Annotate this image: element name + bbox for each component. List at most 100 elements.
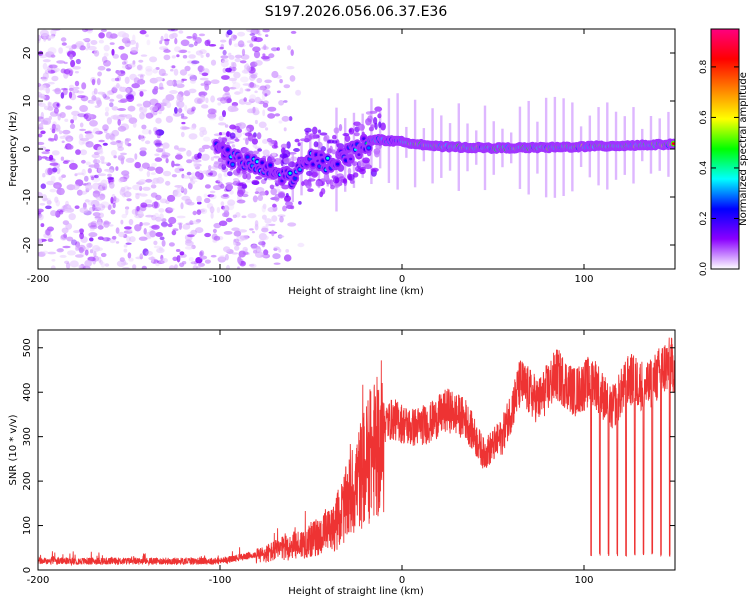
- noise-speckle: [289, 75, 296, 82]
- noise-speckle: [48, 64, 58, 69]
- noise-speckle: [38, 133, 43, 138]
- noise-speckle: [174, 37, 178, 45]
- noise-speckle: [64, 260, 70, 264]
- spectral-blob: [279, 153, 288, 159]
- spectral-blob: [377, 113, 382, 117]
- noise-speckle: [187, 201, 195, 206]
- spectral-blob: [281, 184, 290, 190]
- noise-speckle: [38, 38, 41, 44]
- noise-speckle: [70, 59, 76, 68]
- noise-speckle: [42, 95, 46, 101]
- noise-speckle: [65, 200, 69, 207]
- spectral-blob: [237, 189, 244, 197]
- noise-speckle: [242, 83, 251, 86]
- noise-speckle: [163, 49, 171, 53]
- noise-speckle: [155, 194, 162, 201]
- noise-speckle: [65, 262, 71, 269]
- noise-speckle: [77, 95, 86, 99]
- noise-speckle: [253, 249, 258, 254]
- noise-speckle: [188, 88, 197, 94]
- noise-speckle: [136, 206, 140, 212]
- noise-speckle: [208, 44, 217, 47]
- noise-speckle: [204, 184, 211, 189]
- noise-speckle: [180, 125, 188, 131]
- noise-speckle: [234, 58, 241, 63]
- noise-speckle: [177, 164, 183, 172]
- noise-speckle: [69, 84, 75, 89]
- noise-speckle: [85, 141, 94, 148]
- noise-speckle: [182, 54, 188, 59]
- spectral-blob: [368, 126, 374, 132]
- spectral-blob: [286, 141, 291, 149]
- noise-speckle: [81, 141, 90, 145]
- noise-speckle: [71, 44, 77, 50]
- noise-speckle: [93, 88, 98, 95]
- noise-speckle: [199, 77, 209, 81]
- noise-speckle: [145, 34, 149, 38]
- noise-speckle: [193, 41, 198, 46]
- noise-speckle: [134, 224, 142, 232]
- noise-speckle: [139, 222, 143, 227]
- noise-speckle: [48, 116, 52, 120]
- noise-speckle: [117, 70, 121, 75]
- spectral-blob: [347, 167, 352, 175]
- spectral-blob: [313, 141, 319, 148]
- noise-speckle: [175, 249, 181, 252]
- noise-speckle: [131, 83, 140, 89]
- spectral-blob: [320, 188, 326, 195]
- noise-speckle: [77, 264, 82, 268]
- noise-speckle: [146, 39, 151, 46]
- noise-speckle: [231, 227, 240, 232]
- noise-speckle: [286, 66, 295, 70]
- noise-speckle: [44, 69, 51, 75]
- noise-speckle: [200, 54, 204, 58]
- noise-speckle: [41, 156, 48, 159]
- noise-speckle: [229, 86, 237, 90]
- noise-speckle: [47, 101, 51, 107]
- y-tick-label: 10: [22, 95, 33, 108]
- noise-speckle: [40, 130, 46, 135]
- spectral-blob: [236, 128, 242, 133]
- noise-speckle: [213, 222, 221, 229]
- noise-speckle: [81, 159, 86, 164]
- noise-speckle: [94, 105, 101, 108]
- x-tick-label: 100: [574, 274, 593, 285]
- noise-speckle: [84, 249, 89, 256]
- noise-speckle: [61, 42, 67, 46]
- spectral-blob: [251, 138, 258, 145]
- noise-speckle: [107, 176, 115, 180]
- spectral-blob: [252, 150, 259, 155]
- noise-speckle: [176, 187, 182, 193]
- noise-speckle: [257, 87, 264, 91]
- noise-speckle: [188, 133, 198, 140]
- noise-speckle: [50, 29, 57, 36]
- noise-speckle: [207, 112, 217, 119]
- noise-speckle: [233, 34, 238, 40]
- noise-speckle: [116, 94, 123, 99]
- noise-speckle: [181, 78, 188, 82]
- noise-speckle: [155, 67, 160, 70]
- noise-speckle: [97, 91, 105, 95]
- noise-speckle: [281, 115, 290, 122]
- noise-speckle: [171, 174, 177, 178]
- noise-speckle: [237, 31, 246, 37]
- spectral-blob: [245, 137, 249, 145]
- noise-speckle: [186, 150, 192, 157]
- noise-speckle: [278, 248, 282, 253]
- noise-speckle: [198, 147, 205, 153]
- spectral-blob: [246, 173, 252, 180]
- noise-speckle: [278, 235, 285, 238]
- noise-speckle: [278, 120, 283, 124]
- noise-speckle: [41, 151, 50, 155]
- noise-speckle: [188, 54, 196, 59]
- noise-speckle: [78, 228, 85, 233]
- noise-speckle: [116, 140, 122, 143]
- noise-speckle: [207, 108, 216, 115]
- noise-speckle: [92, 190, 102, 194]
- y-tick-label: 100: [22, 516, 33, 535]
- spectral-blob: [323, 177, 330, 181]
- noise-speckle: [265, 34, 269, 37]
- noise-speckle: [111, 48, 115, 56]
- noise-speckle: [173, 112, 182, 117]
